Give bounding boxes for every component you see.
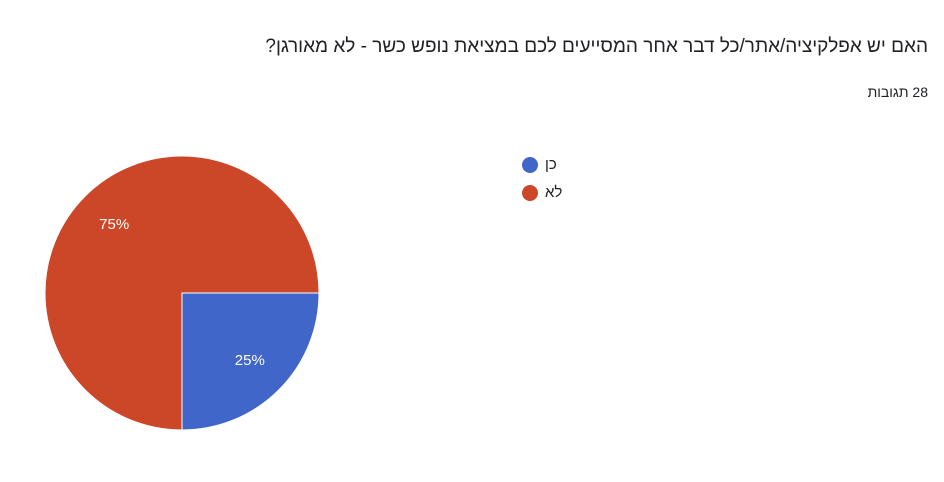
legend-label: לא	[545, 184, 562, 201]
chart-subtitle: 28 תגובות	[867, 84, 928, 100]
pie-slice	[44, 155, 320, 431]
slice-label: 25%	[235, 352, 265, 369]
pie-slice	[181, 292, 320, 431]
legend-swatch	[522, 157, 538, 173]
legend-swatch	[522, 185, 538, 201]
slice-label: 75%	[99, 216, 129, 233]
legend-label: כן	[545, 156, 557, 173]
chart-title: האם יש אפלקיציה/אתר/כל דבר אחר המסייעים …	[265, 36, 928, 57]
